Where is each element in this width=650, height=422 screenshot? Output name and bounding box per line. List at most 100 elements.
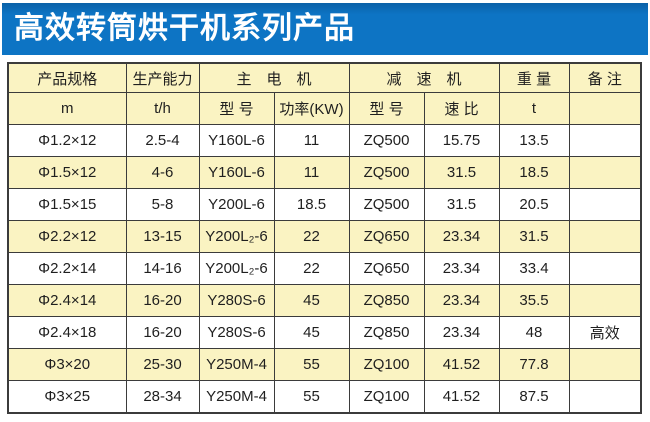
table-cell: 33.4	[498, 252, 570, 285]
table-cell: 23.34	[423, 284, 500, 317]
table-cell: 15.75	[423, 124, 500, 157]
table-cell: 45	[273, 316, 350, 349]
table-cell: 5-8	[125, 188, 200, 221]
table-cell: 18.5	[273, 188, 350, 221]
table-cell: Φ2.4×14	[7, 284, 127, 317]
table-cell	[568, 252, 642, 285]
sub-header-row: m t/h 型 号 功率(KW) 型 号 速 比 t	[7, 92, 642, 125]
table-cell: 16-20	[125, 316, 200, 349]
table-cell	[568, 380, 642, 414]
sub-header-reducer-model: 型 号	[348, 92, 425, 125]
column-header-remark: 备 注	[568, 62, 642, 93]
table-cell: 31.5	[498, 220, 570, 253]
table-cell: Φ1.2×12	[7, 124, 127, 157]
table-cell: 20.5	[498, 188, 570, 221]
column-header-capacity: 生产能力	[125, 62, 200, 93]
table-cell: 23.34	[423, 220, 500, 253]
table-cell	[568, 284, 642, 317]
column-header-weight: 重 量	[498, 62, 570, 93]
table-cell: ZQ850	[348, 316, 425, 349]
table-row: Φ2.2×12 13-15 Y200L₂-6 22 ZQ650 23.34 31.5	[7, 220, 642, 253]
table-row: Φ1.5×15 5-8 Y200L-6 18.5 ZQ500 31.5 20.5	[7, 188, 642, 221]
table-cell	[568, 124, 642, 157]
table-cell: 11	[273, 156, 350, 189]
table-cell: Φ1.5×12	[7, 156, 127, 189]
column-header-product-spec: 产品规格	[7, 62, 127, 93]
sub-header-remark-empty	[568, 92, 642, 125]
table-cell: ZQ850	[348, 284, 425, 317]
sub-header-unit-th: t/h	[125, 92, 200, 125]
table-cell: ZQ500	[348, 188, 425, 221]
table-body: Φ1.2×12 2.5-4 Y160L-6 11 ZQ500 15.75 13.5 Φ1.5×…	[7, 124, 642, 414]
table-cell: 22	[273, 220, 350, 253]
table-cell: ZQ650	[348, 252, 425, 285]
table-cell: 18.5	[498, 156, 570, 189]
table-cell: Φ2.2×14	[7, 252, 127, 285]
table-cell: 41.52	[423, 348, 500, 381]
table-cell: 55	[273, 380, 350, 414]
table-cell: 14-16	[125, 252, 200, 285]
sub-header-motor-power: 功率(KW)	[273, 92, 350, 125]
table-cell: Φ3×25	[7, 380, 127, 414]
table-cell: 41.52	[423, 380, 500, 414]
sub-header-unit-m: m	[7, 92, 127, 125]
table-row: Φ2.2×14 14-16 Y200L₂-6 22 ZQ650 23.34 33.4	[7, 252, 642, 285]
table-cell: Φ2.4×18	[7, 316, 127, 349]
table-cell: Y250M-4	[198, 348, 275, 381]
table-cell: Y200L₂-6	[198, 252, 275, 285]
table-cell: 28-34	[125, 380, 200, 414]
table-cell: Y250M-4	[198, 380, 275, 414]
page-title: 高效转筒烘干机系列产品	[14, 12, 355, 45]
table-row: Φ1.5×12 4-6 Y160L-6 11 ZQ500 31.5 18.5	[7, 156, 642, 189]
table-cell: 16-20	[125, 284, 200, 317]
table-cell	[568, 220, 642, 253]
sub-header-speed-ratio: 速 比	[423, 92, 500, 125]
table-cell: ZQ500	[348, 156, 425, 189]
table-cell: 高效	[568, 316, 642, 349]
table-cell: ZQ100	[348, 348, 425, 381]
table-cell: Y200L₂-6	[198, 220, 275, 253]
table-cell: ZQ100	[348, 380, 425, 414]
column-header-reducer: 减 速 机	[348, 62, 500, 93]
table-cell: 87.5	[498, 380, 570, 414]
table-cell: 55	[273, 348, 350, 381]
table-row: Φ2.4×14 16-20 Y280S-6 45 ZQ850 23.34 35.5	[7, 284, 642, 317]
table-cell: Y200L-6	[198, 188, 275, 221]
table-cell: 13.5	[498, 124, 570, 157]
table-cell: 77.8	[498, 348, 570, 381]
table-row: Φ1.2×12 2.5-4 Y160L-6 11 ZQ500 15.75 13.5	[7, 124, 642, 157]
table-cell: 13-15	[125, 220, 200, 253]
table-cell	[568, 156, 642, 189]
table-cell: Y280S-6	[198, 284, 275, 317]
table-cell: 35.5	[498, 284, 570, 317]
table-cell: Φ2.2×12	[7, 220, 127, 253]
table-cell: Φ1.5×15	[7, 188, 127, 221]
table-row: Φ3×20 25-30 Y250M-4 55 ZQ100 41.52 77.8	[7, 348, 642, 381]
table-cell: 48	[498, 316, 570, 349]
table-cell: 23.34	[423, 316, 500, 349]
table-cell: 2.5-4	[125, 124, 200, 157]
sub-header-unit-t: t	[498, 92, 570, 125]
table-cell	[568, 348, 642, 381]
table-cell: ZQ500	[348, 124, 425, 157]
table-cell: Y280S-6	[198, 316, 275, 349]
table-cell: Φ3×20	[7, 348, 127, 381]
table-cell: 4-6	[125, 156, 200, 189]
table-cell: 11	[273, 124, 350, 157]
table-cell: ZQ650	[348, 220, 425, 253]
table-cell: Y160L-6	[198, 156, 275, 189]
group-header-row: 产品规格 生产能力 主 电 机 减 速 机 重 量 备 注	[7, 62, 642, 93]
table-cell: 22	[273, 252, 350, 285]
table-cell: 31.5	[423, 156, 500, 189]
table-cell: 31.5	[423, 188, 500, 221]
table-row: Φ2.4×18 16-20 Y280S-6 45 ZQ850 23.34 48 高效	[7, 316, 642, 349]
title-banner: 高效转筒烘干机系列产品	[2, 3, 648, 55]
spec-table: 产品规格 生产能力 主 电 机 减 速 机 重 量 备 注 m t/h 型 号 …	[7, 62, 642, 414]
table-cell: 23.34	[423, 252, 500, 285]
table-row: Φ3×25 28-34 Y250M-4 55 ZQ100 41.52 87.5	[7, 380, 642, 414]
sub-header-motor-model: 型 号	[198, 92, 275, 125]
table-cell: 45	[273, 284, 350, 317]
column-header-main-motor: 主 电 机	[198, 62, 350, 93]
table-cell: 25-30	[125, 348, 200, 381]
